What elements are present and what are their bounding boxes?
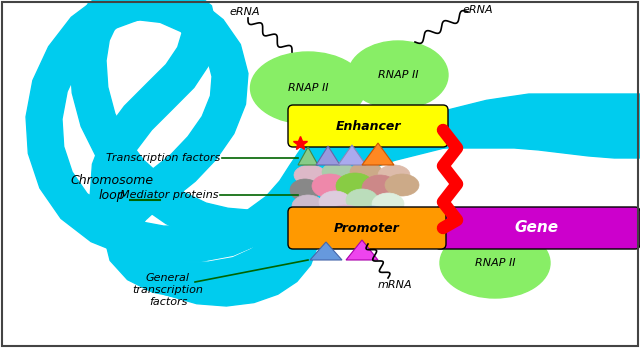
Ellipse shape	[385, 174, 419, 196]
Text: RNAP II: RNAP II	[475, 258, 515, 268]
Ellipse shape	[346, 189, 378, 211]
Text: mRNA: mRNA	[378, 280, 412, 290]
Text: Enhancer: Enhancer	[335, 119, 401, 133]
Ellipse shape	[336, 173, 374, 199]
Ellipse shape	[290, 179, 320, 201]
Text: Transcription factors: Transcription factors	[106, 153, 220, 163]
Text: eRNA: eRNA	[230, 7, 260, 17]
Text: RNAP II: RNAP II	[288, 83, 328, 93]
Polygon shape	[338, 145, 366, 165]
Polygon shape	[70, 0, 640, 298]
Ellipse shape	[298, 208, 332, 228]
Ellipse shape	[319, 191, 351, 213]
FancyBboxPatch shape	[288, 105, 448, 147]
Text: Gene: Gene	[515, 221, 559, 236]
Polygon shape	[298, 147, 318, 165]
Ellipse shape	[362, 175, 398, 201]
Text: Promoter: Promoter	[334, 221, 400, 235]
Ellipse shape	[294, 165, 326, 185]
Polygon shape	[346, 240, 378, 260]
Text: Mediator proteins: Mediator proteins	[120, 190, 218, 200]
FancyBboxPatch shape	[435, 207, 640, 249]
Text: General
transcription
factors: General transcription factors	[132, 274, 204, 307]
Text: Chromosome
loop: Chromosome loop	[70, 174, 154, 202]
Ellipse shape	[350, 162, 382, 182]
Ellipse shape	[328, 205, 362, 225]
Ellipse shape	[440, 228, 550, 298]
FancyBboxPatch shape	[288, 207, 446, 249]
Ellipse shape	[322, 162, 354, 182]
Ellipse shape	[372, 193, 404, 215]
Polygon shape	[310, 242, 342, 260]
Ellipse shape	[292, 195, 324, 217]
Polygon shape	[316, 146, 340, 165]
Text: eRNA: eRNA	[463, 5, 493, 15]
Ellipse shape	[355, 206, 389, 226]
Ellipse shape	[348, 41, 448, 109]
Text: RNAP II: RNAP II	[378, 70, 419, 80]
Ellipse shape	[250, 52, 365, 124]
Polygon shape	[26, 0, 640, 306]
Ellipse shape	[312, 174, 348, 198]
Ellipse shape	[378, 165, 410, 185]
Polygon shape	[362, 143, 394, 165]
